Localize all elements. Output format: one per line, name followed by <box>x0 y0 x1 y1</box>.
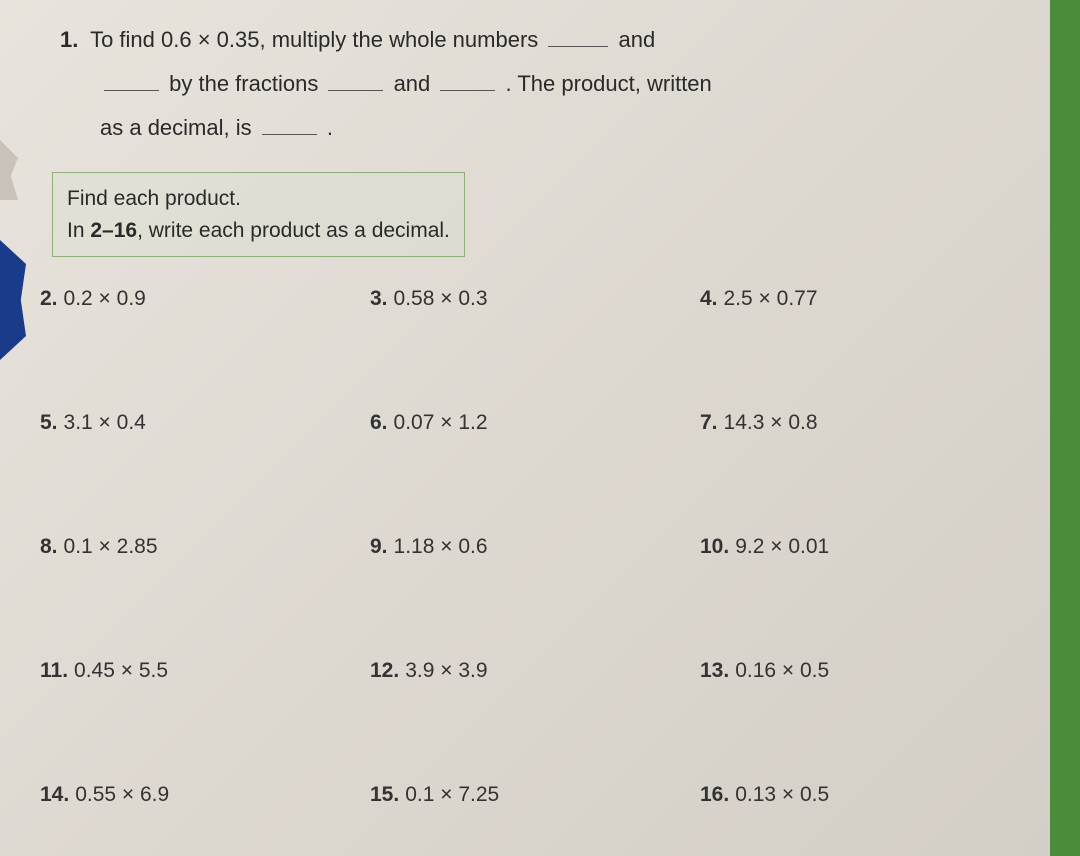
q1-text: . <box>327 115 333 140</box>
problem-7: 7. 14.3 × 0.8 <box>700 411 1010 435</box>
problem-5: 5. 3.1 × 0.4 <box>40 411 350 435</box>
page-tear-decoration <box>0 140 18 200</box>
instructions-line2: In 2–16, write each product as a decimal… <box>67 215 450 247</box>
problem-number: 7. <box>700 411 718 434</box>
problems-grid: 2. 0.2 × 0.9 3. 0.58 × 0.3 4. 2.5 × 0.77 5.… <box>40 287 1010 807</box>
q1-text: and <box>394 71 431 96</box>
problem-expression: 0.07 × 1.2 <box>394 411 488 434</box>
instr-text: In <box>67 219 90 242</box>
q1-text: To find 0.6 × 0.35, multiply the whole n… <box>90 27 538 52</box>
problem-number: 8. <box>40 535 58 558</box>
instr-range: 2–16 <box>90 219 137 242</box>
problem-expression: 0.1 × 2.85 <box>64 535 158 558</box>
problem-expression: 0.2 × 0.9 <box>64 287 146 310</box>
problem-expression: 2.5 × 0.77 <box>724 287 818 310</box>
page-tear-decoration <box>0 240 26 360</box>
problem-number: 11. <box>40 659 68 682</box>
problem-expression: 0.1 × 7.25 <box>405 783 499 806</box>
fill-blank[interactable] <box>548 25 608 47</box>
worksheet-page: 1. To find 0.6 × 0.35, multiply the whol… <box>0 0 1050 856</box>
q1-text: as a decimal, is <box>100 115 252 140</box>
problem-expression: 3.9 × 3.9 <box>405 659 487 682</box>
problem-expression: 14.3 × 0.8 <box>724 411 818 434</box>
problem-expression: 0.55 × 6.9 <box>75 783 169 806</box>
q1-text: . The product, written <box>506 71 712 96</box>
question-1: 1. To find 0.6 × 0.35, multiply the whol… <box>60 18 1010 150</box>
q1-text: and <box>619 27 656 52</box>
problem-number: 15. <box>370 783 399 806</box>
q1-line2: by the fractions and . The product, writ… <box>100 62 1010 106</box>
problem-10: 10. 9.2 × 0.01 <box>700 535 1010 559</box>
problem-number: 4. <box>700 287 718 310</box>
q1-number: 1. <box>60 27 78 52</box>
problem-number: 14. <box>40 783 69 806</box>
problem-16: 16. 0.13 × 0.5 <box>700 783 1010 807</box>
problem-number: 12. <box>370 659 399 682</box>
problem-13: 13. 0.16 × 0.5 <box>700 659 1010 683</box>
problem-3: 3. 0.58 × 0.3 <box>370 287 680 311</box>
problem-8: 8. 0.1 × 2.85 <box>40 535 350 559</box>
problem-expression: 3.1 × 0.4 <box>64 411 146 434</box>
problem-expression: 0.13 × 0.5 <box>735 783 829 806</box>
problem-number: 6. <box>370 411 388 434</box>
instructions-line1: Find each product. <box>67 183 450 215</box>
problem-14: 14. 0.55 × 6.9 <box>40 783 350 807</box>
q1-text: by the fractions <box>169 71 318 96</box>
problem-number: 2. <box>40 287 58 310</box>
q1-line1: 1. To find 0.6 × 0.35, multiply the whol… <box>60 18 1010 62</box>
fill-blank[interactable] <box>440 69 495 91</box>
fill-blank[interactable] <box>262 113 317 135</box>
problem-number: 5. <box>40 411 58 434</box>
problem-expression: 9.2 × 0.01 <box>735 535 829 558</box>
problem-number: 3. <box>370 287 388 310</box>
fill-blank[interactable] <box>104 69 159 91</box>
problem-number: 10. <box>700 535 729 558</box>
fill-blank[interactable] <box>328 69 383 91</box>
instr-text: , write each product as a decimal. <box>137 219 450 242</box>
problem-expression: 0.16 × 0.5 <box>735 659 829 682</box>
problem-number: 13. <box>700 659 729 682</box>
problem-expression: 0.45 × 5.5 <box>74 659 168 682</box>
problem-6: 6. 0.07 × 1.2 <box>370 411 680 435</box>
problem-15: 15. 0.1 × 7.25 <box>370 783 680 807</box>
problem-11: 11. 0.45 × 5.5 <box>40 659 350 683</box>
problem-12: 12. 3.9 × 3.9 <box>370 659 680 683</box>
problem-expression: 0.58 × 0.3 <box>394 287 488 310</box>
problem-2: 2. 0.2 × 0.9 <box>40 287 350 311</box>
problem-9: 9. 1.18 × 0.6 <box>370 535 680 559</box>
q1-line3: as a decimal, is . <box>100 106 1010 150</box>
problem-expression: 1.18 × 0.6 <box>394 535 488 558</box>
problem-4: 4. 2.5 × 0.77 <box>700 287 1010 311</box>
instructions-box: Find each product. In 2–16, write each p… <box>52 172 465 257</box>
problem-number: 16. <box>700 783 729 806</box>
problem-number: 9. <box>370 535 388 558</box>
